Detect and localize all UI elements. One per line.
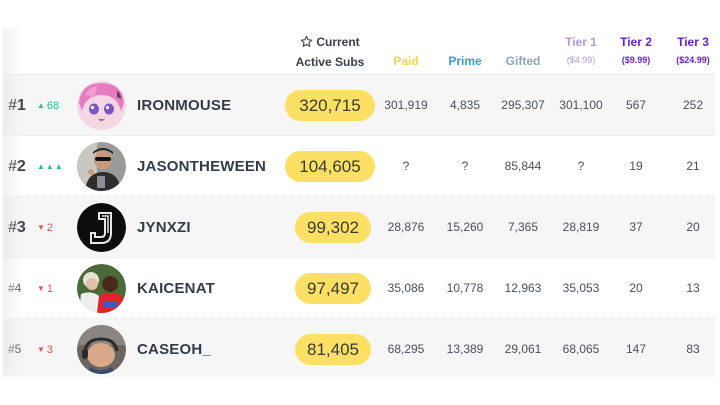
- table-row[interactable]: #4 ▼ 1 KAICENAT 97,497 35,086 10,778 12,9…: [3, 258, 715, 319]
- active-subs-pill: 104,605: [285, 151, 375, 182]
- rank-change-down: ▼ 2: [37, 222, 54, 234]
- table-row[interactable]: #5 ▼ 3 CASEOH_ 81,405 68,295 13,389 29,06…: [3, 319, 715, 377]
- tier1-value: ?: [577, 159, 585, 173]
- gifted-value: 29,061: [504, 342, 542, 356]
- tier3-value: 21: [686, 159, 700, 173]
- leaderboard-table: Current Active Subs Paid Prime Gifted Ti…: [3, 28, 715, 377]
- header-active-line2: Active Subs: [295, 55, 365, 69]
- tier3-value: 83: [686, 342, 700, 356]
- rank-change-up: ▲ 68: [37, 100, 60, 112]
- prime-value: 4,835: [449, 98, 481, 112]
- prime-value: 15,260: [446, 220, 484, 234]
- streamer-name[interactable]: JASONTHEWEEN: [137, 158, 267, 175]
- prime-value: ?: [461, 159, 469, 173]
- prime-value: 13,389: [446, 342, 484, 356]
- rank-change-new: ▲▲▲: [37, 162, 64, 171]
- table-row[interactable]: #2 ▲▲▲ JASONTHEWEEN 104,605 ? ? 85,844 ?…: [3, 136, 715, 197]
- tier1-value: 28,819: [562, 220, 600, 234]
- paid-value: 301,919: [384, 98, 428, 112]
- streamer-name[interactable]: CASEOH_: [137, 341, 211, 358]
- gifted-value: 7,365: [507, 220, 539, 234]
- triangle-down-icon: ▼: [37, 223, 45, 232]
- header-current-active-subs[interactable]: Current Active Subs: [285, 28, 375, 75]
- rank: #3: [8, 219, 26, 236]
- active-subs-pill: 99,302: [295, 212, 371, 243]
- active-subs-pill: 97,497: [295, 273, 371, 304]
- tier1-value: 68,065: [562, 342, 600, 356]
- avatar[interactable]: [77, 325, 126, 374]
- tier2-value: 20: [629, 281, 643, 295]
- paid-value: 28,876: [387, 220, 425, 234]
- gifted-value: 12,963: [504, 281, 542, 295]
- avatar[interactable]: [77, 203, 126, 252]
- table-header: Current Active Subs Paid Prime Gifted Ti…: [3, 28, 715, 75]
- active-subs-pill: 81,405: [295, 334, 371, 365]
- gifted-value: 295,307: [501, 98, 545, 112]
- header-tier1[interactable]: Tier 1 ($4.99): [565, 35, 597, 65]
- active-subs-pill: 320,715: [285, 90, 375, 121]
- header-active-line1: Current: [316, 35, 360, 49]
- tier1-value: 35,053: [562, 281, 600, 295]
- paid-value: 35,086: [387, 281, 425, 295]
- rank: #2: [8, 158, 26, 175]
- triangle-up-icon: ▲: [37, 101, 45, 110]
- rank: #5: [8, 342, 22, 356]
- tier3-value: 252: [682, 98, 704, 112]
- prime-value: 10,778: [446, 281, 484, 295]
- tier2-value: 147: [625, 342, 647, 356]
- header-gifted[interactable]: Gifted: [505, 54, 541, 68]
- table-row[interactable]: #3 ▼ 2 JYNXZI 99,302 28,876 15,260 7,365 …: [3, 197, 715, 258]
- rank: #4: [8, 281, 22, 295]
- header-paid[interactable]: Paid: [393, 54, 419, 68]
- triangle-down-icon: ▼: [37, 284, 45, 293]
- avatar[interactable]: [77, 81, 126, 130]
- header-tier3[interactable]: Tier 3 ($24.99): [676, 35, 710, 65]
- tier3-value: 13: [686, 281, 700, 295]
- streamer-name[interactable]: IRONMOUSE: [137, 97, 232, 114]
- gifted-value: 85,844: [504, 159, 542, 173]
- avatar[interactable]: [77, 264, 126, 313]
- rank-change-down: ▼ 1: [37, 283, 54, 295]
- triangle-down-icon: ▼: [37, 345, 45, 354]
- star-outline-icon: [300, 35, 313, 53]
- streamer-name[interactable]: KAICENAT: [137, 280, 215, 297]
- paid-value: 68,295: [387, 342, 425, 356]
- header-prime[interactable]: Prime: [448, 54, 482, 68]
- streamer-name[interactable]: JYNXZI: [137, 219, 191, 236]
- header-tier2[interactable]: Tier 2 ($9.99): [620, 35, 652, 65]
- avatar[interactable]: [77, 142, 126, 191]
- paid-value: ?: [402, 159, 410, 173]
- table-row[interactable]: #1 ▲ 68 IRONMOUSE 320,715 301,919 4,835 2…: [3, 75, 715, 136]
- tier1-value: 301,100: [559, 98, 603, 112]
- tier2-value: 37: [629, 220, 643, 234]
- tier2-value: 19: [629, 159, 643, 173]
- rank: #1: [8, 97, 26, 114]
- tier3-value: 20: [686, 220, 700, 234]
- rank-change-down: ▼ 3: [37, 344, 54, 356]
- tier2-value: 567: [625, 98, 647, 112]
